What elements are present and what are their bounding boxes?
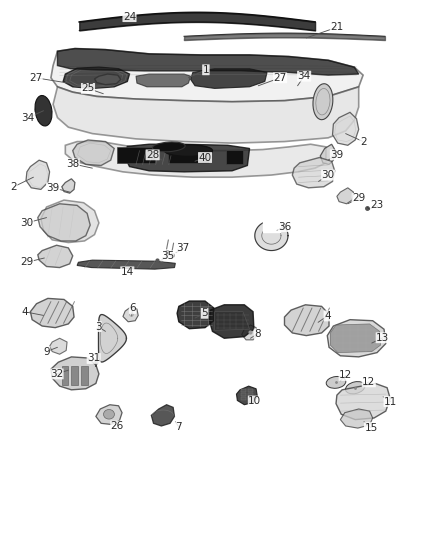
Polygon shape (136, 74, 191, 87)
Text: 23: 23 (371, 200, 384, 211)
Bar (117, 147, 155, 163)
Polygon shape (65, 142, 326, 177)
Text: 37: 37 (177, 244, 190, 253)
Polygon shape (30, 298, 74, 328)
Polygon shape (151, 405, 174, 426)
Text: 27: 27 (29, 73, 42, 83)
Polygon shape (38, 245, 73, 268)
Text: 4: 4 (324, 311, 331, 321)
Bar (71, 366, 78, 384)
Polygon shape (57, 49, 359, 75)
Polygon shape (123, 307, 138, 322)
Text: 21: 21 (330, 22, 343, 33)
Text: 25: 25 (81, 83, 95, 93)
Text: 38: 38 (66, 159, 79, 169)
Polygon shape (285, 305, 329, 336)
Text: 13: 13 (376, 333, 389, 343)
Text: 3: 3 (95, 321, 101, 332)
Text: 31: 31 (87, 353, 100, 364)
Text: 27: 27 (273, 73, 287, 83)
Text: 39: 39 (330, 150, 343, 160)
Polygon shape (336, 383, 390, 419)
Bar (226, 150, 243, 164)
Polygon shape (255, 221, 288, 251)
Polygon shape (242, 325, 258, 340)
Text: 6: 6 (129, 303, 136, 313)
Text: 26: 26 (111, 421, 124, 431)
Polygon shape (330, 324, 381, 353)
Text: 35: 35 (161, 251, 174, 261)
Text: 29: 29 (352, 193, 365, 204)
Text: 10: 10 (248, 396, 261, 406)
Polygon shape (49, 338, 67, 354)
Polygon shape (177, 301, 214, 329)
Ellipse shape (346, 382, 365, 394)
Text: 29: 29 (20, 257, 34, 267)
Polygon shape (237, 386, 258, 405)
Ellipse shape (103, 409, 114, 419)
Text: 4: 4 (21, 306, 28, 317)
Bar (248, 393, 253, 396)
Text: 30: 30 (321, 170, 335, 180)
Polygon shape (209, 305, 254, 338)
Text: 2: 2 (11, 182, 17, 192)
Bar (62, 366, 68, 384)
Text: 7: 7 (176, 422, 182, 432)
Polygon shape (337, 188, 353, 204)
Polygon shape (95, 74, 121, 85)
Text: 32: 32 (50, 369, 63, 379)
Text: 28: 28 (146, 150, 159, 160)
Text: 40: 40 (198, 152, 212, 163)
Bar (241, 389, 246, 392)
Polygon shape (77, 260, 175, 269)
Polygon shape (125, 144, 250, 172)
Bar (168, 149, 209, 164)
Polygon shape (215, 312, 250, 330)
Text: 34: 34 (21, 112, 35, 123)
Polygon shape (63, 67, 130, 88)
Text: 9: 9 (43, 346, 50, 357)
Polygon shape (26, 160, 49, 189)
Ellipse shape (152, 142, 185, 152)
Text: 5: 5 (201, 308, 208, 318)
Text: 34: 34 (297, 71, 311, 81)
Text: 39: 39 (46, 183, 60, 193)
Bar (241, 397, 246, 400)
Ellipse shape (35, 95, 52, 126)
Ellipse shape (326, 376, 346, 389)
Text: 15: 15 (364, 423, 378, 433)
Polygon shape (340, 409, 373, 428)
Polygon shape (96, 405, 122, 424)
Bar (248, 397, 253, 400)
Text: 8: 8 (254, 329, 261, 339)
Text: 36: 36 (278, 222, 291, 232)
Polygon shape (51, 49, 363, 102)
Polygon shape (53, 87, 359, 143)
Polygon shape (327, 320, 386, 357)
Text: 30: 30 (20, 218, 33, 228)
Ellipse shape (164, 145, 212, 157)
Bar (241, 393, 246, 396)
Polygon shape (73, 140, 114, 165)
Polygon shape (99, 314, 127, 362)
Text: 2: 2 (360, 136, 367, 147)
Polygon shape (292, 158, 335, 188)
Text: 11: 11 (384, 397, 397, 407)
Bar (248, 389, 253, 392)
Text: 12: 12 (362, 377, 375, 387)
Text: 24: 24 (123, 12, 136, 22)
Text: 12: 12 (339, 370, 352, 381)
Text: 14: 14 (121, 267, 134, 277)
Polygon shape (51, 357, 99, 390)
Polygon shape (41, 200, 99, 243)
Polygon shape (191, 69, 267, 88)
Ellipse shape (313, 84, 333, 120)
Polygon shape (320, 144, 335, 165)
Polygon shape (62, 179, 75, 193)
Polygon shape (332, 112, 359, 146)
Text: 1: 1 (203, 65, 209, 75)
Bar (81, 366, 88, 384)
Polygon shape (38, 204, 90, 241)
